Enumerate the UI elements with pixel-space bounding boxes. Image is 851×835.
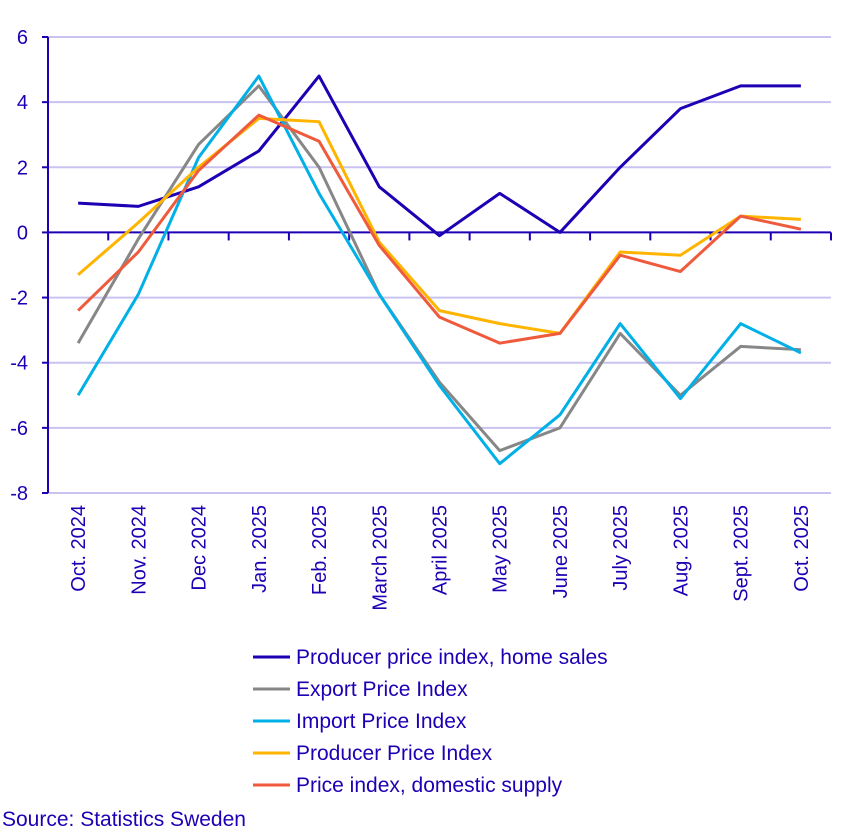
y-tick-label: -8 bbox=[10, 483, 28, 505]
y-tick-label: -6 bbox=[10, 418, 28, 440]
x-tick-label: Aug. 2025 bbox=[670, 505, 692, 596]
y-tick-label: 2 bbox=[17, 157, 28, 179]
legend-label: Export Price Index bbox=[296, 678, 468, 701]
x-tick-label: Feb. 2025 bbox=[309, 505, 331, 595]
y-tick-label: 4 bbox=[17, 92, 28, 114]
x-tick-label: Nov. 2024 bbox=[128, 505, 150, 595]
x-tick-label: June 2025 bbox=[550, 505, 572, 598]
x-tick-label: March 2025 bbox=[369, 505, 391, 611]
legend-label: Producer Price Index bbox=[296, 742, 493, 765]
series-line-2 bbox=[76, 84, 801, 453]
x-tick-label: Oct. 2024 bbox=[68, 505, 90, 592]
y-tick-label: -2 bbox=[10, 288, 28, 310]
y-tick-label: 6 bbox=[17, 27, 28, 49]
legend-label: Producer price index, home sales bbox=[296, 646, 608, 669]
series-line-1 bbox=[78, 74, 801, 238]
y-tick-label: -4 bbox=[10, 353, 28, 375]
y-tick-label: 0 bbox=[17, 222, 28, 244]
x-tick-label: Dec 2024 bbox=[189, 505, 211, 591]
x-tick-label: May 2025 bbox=[490, 505, 512, 593]
legend-label: Price index, domestic supply bbox=[296, 774, 563, 797]
series-line-4 bbox=[77, 116, 801, 335]
source-note: Source: Statistics Sweden bbox=[2, 808, 246, 831]
x-tick-label: Oct. 2025 bbox=[791, 505, 813, 592]
x-tick-label: Sept. 2025 bbox=[731, 505, 753, 602]
series-line-5 bbox=[77, 113, 802, 345]
x-tick-label: Jan. 2025 bbox=[249, 505, 271, 593]
x-tick-label: July 2025 bbox=[610, 505, 632, 591]
legend-label: Import Price Index bbox=[296, 710, 467, 733]
x-tick-label: April 2025 bbox=[430, 505, 452, 595]
series-line-3 bbox=[76, 74, 802, 466]
